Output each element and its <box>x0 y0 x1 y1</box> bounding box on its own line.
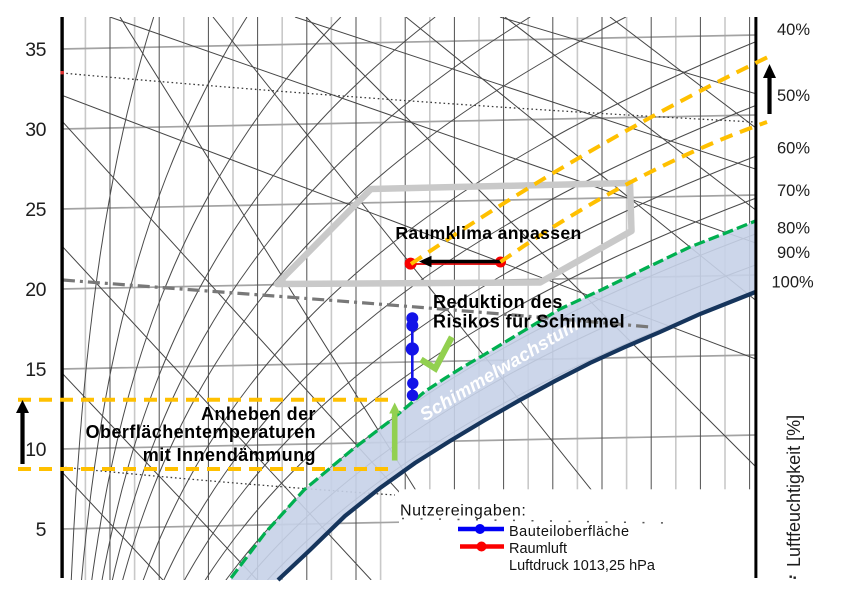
svg-text:Raumluft: Raumluft <box>509 541 567 557</box>
svg-text:Reduktion des: Reduktion des <box>433 292 563 312</box>
svg-text:Oberflächentemperaturen: Oberflächentemperaturen <box>86 422 316 442</box>
svg-text:35: 35 <box>25 39 46 61</box>
svg-text:Luftfeuchtigkeit [%]: Luftfeuchtigkeit [%] <box>784 415 804 567</box>
svg-text:Nutzereingaben:: Nutzereingaben: <box>400 502 526 519</box>
svg-text:90%: 90% <box>777 244 810 262</box>
svg-text:Luftdruck 1013,25 hPa: Luftdruck 1013,25 hPa <box>509 558 656 574</box>
svg-text:20: 20 <box>25 279 46 301</box>
svg-text:5: 5 <box>36 519 47 541</box>
svg-text:70%: 70% <box>777 182 810 200</box>
svg-text:10: 10 <box>25 439 46 461</box>
svg-text:Anheben der: Anheben der <box>201 404 316 424</box>
svg-text:80%: 80% <box>777 220 810 238</box>
svg-text:Raumklima anpassen: Raumklima anpassen <box>395 223 581 243</box>
svg-text:Bauteiloberfläche: Bauteiloberfläche <box>509 524 630 540</box>
svg-text:25: 25 <box>25 199 46 221</box>
svg-text:mit Innendämmung: mit Innendämmung <box>143 445 316 465</box>
svg-text:40%: 40% <box>777 21 810 39</box>
svg-text:15: 15 <box>25 359 46 381</box>
svg-text:30: 30 <box>25 119 46 141</box>
svg-text:60%: 60% <box>777 140 810 158</box>
svg-text:Risikos für Schimmel: Risikos für Schimmel <box>433 312 625 332</box>
svg-text:100%: 100% <box>772 274 815 292</box>
svg-text:50%: 50% <box>777 87 810 105</box>
